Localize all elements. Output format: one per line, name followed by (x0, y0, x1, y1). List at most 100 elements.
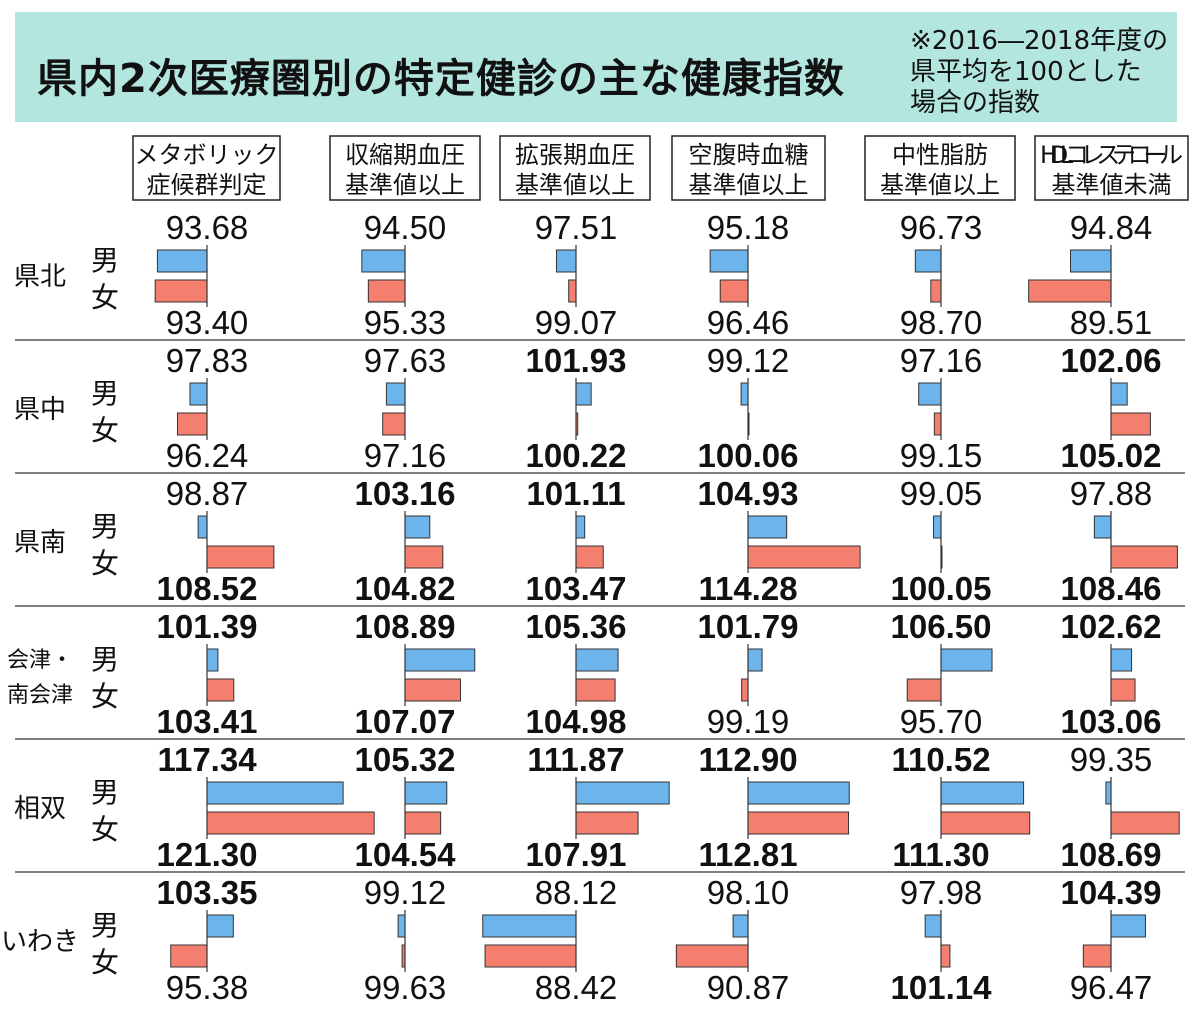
category-header-box (499, 135, 651, 201)
female-bar (675, 944, 749, 968)
female-value-label: 90.87 (707, 969, 790, 1006)
female-value-label: 99.19 (707, 703, 790, 740)
male-value-label: 105.36 (526, 608, 627, 645)
female-value-label: 100.05 (891, 570, 992, 607)
female-value-label: 100.06 (698, 437, 799, 474)
female-label: 女 (91, 414, 119, 447)
category-header-label: 中性脂肪 (892, 141, 988, 169)
note-line: 県平均を100とした (910, 57, 1142, 87)
male-bar (1110, 914, 1146, 938)
male-bar (206, 781, 344, 805)
note-line: 場合の指数 (910, 88, 1041, 118)
male-label: 男 (91, 244, 119, 277)
male-value-label: 104.39 (1061, 874, 1162, 911)
female-value-label: 88.42 (535, 969, 618, 1006)
category-header-label: 基準値未満 (1052, 171, 1172, 199)
female-bar (933, 412, 942, 436)
male-value-label: 98.10 (707, 874, 790, 911)
male-bar (732, 914, 749, 938)
female-value-label: 107.07 (355, 703, 456, 740)
female-bar (1110, 545, 1178, 569)
chart-title: 県内2次医療圏別の特定健診の主な健康指数 (37, 56, 845, 102)
female-value-label: 93.40 (166, 304, 249, 341)
category-header-box (864, 135, 1016, 201)
female-bar (206, 678, 235, 702)
male-value-label: 104.93 (698, 475, 799, 512)
region-label: 県中 (14, 395, 66, 425)
female-bar (1110, 811, 1180, 835)
male-bar (924, 914, 942, 938)
female-value-label: 101.14 (891, 969, 993, 1006)
female-value-label: 104.82 (355, 570, 456, 607)
male-bar (482, 914, 577, 938)
female-value-label: 104.54 (355, 836, 457, 873)
male-bar (197, 515, 208, 539)
male-bar (189, 382, 208, 406)
male-bar (397, 914, 406, 938)
male-bar (933, 515, 942, 539)
female-value-label: 96.47 (1070, 969, 1153, 1006)
female-label: 女 (91, 547, 119, 580)
category-header-label: 空腹時血糖 (689, 141, 809, 169)
female-value-label: 103.06 (1061, 703, 1162, 740)
male-value-label: 97.83 (166, 342, 249, 379)
female-bar (575, 811, 639, 835)
female-bar (382, 412, 406, 436)
female-value-label: 107.91 (526, 836, 627, 873)
female-bar (1028, 279, 1112, 303)
male-value-label: 99.12 (364, 874, 447, 911)
male-bar (918, 382, 942, 406)
male-bar (361, 249, 406, 273)
category-header-box (132, 135, 281, 201)
male-bar (747, 515, 788, 539)
male-value-label: 111.87 (527, 741, 624, 778)
female-value-label: 108.69 (1061, 836, 1162, 873)
male-value-label: 102.06 (1061, 342, 1162, 379)
region-label: 県北 (14, 262, 66, 292)
female-bar (154, 279, 208, 303)
female-bar (568, 279, 577, 303)
male-bar (1093, 515, 1112, 539)
female-value-label: 96.46 (707, 304, 790, 341)
category-header-box (1034, 135, 1189, 201)
female-bar (170, 944, 208, 968)
region-label: 県南 (14, 528, 66, 558)
male-value-label: 95.18 (707, 209, 790, 246)
title-banner: 県内2次医療圏別の特定健診の主な健康指数 ※2016―2018年度の 県平均を1… (15, 12, 1177, 122)
male-bar (747, 781, 850, 805)
female-label: 女 (91, 680, 119, 713)
male-bar (1105, 781, 1112, 805)
chart-note: ※2016―2018年度の 県平均を100とした 場合の指数 (910, 26, 1168, 119)
male-value-label: 106.50 (891, 608, 992, 645)
female-bar (1082, 944, 1112, 968)
female-bar (906, 678, 942, 702)
male-value-label: 105.32 (355, 741, 456, 778)
male-value-label: 101.79 (698, 608, 799, 645)
female-value-label: 96.24 (166, 437, 249, 474)
male-bar (747, 648, 763, 672)
female-value-label: 98.70 (900, 304, 983, 341)
male-bar (385, 382, 406, 406)
female-value-label: 108.46 (1061, 570, 1162, 607)
male-value-label: 97.16 (900, 342, 983, 379)
female-label: 女 (91, 813, 119, 846)
category-header-label: 基準値以上 (689, 171, 809, 199)
female-value-label: 97.16 (364, 437, 447, 474)
category-header-label: 収縮期血圧 (345, 141, 465, 169)
male-bar (575, 382, 592, 406)
male-bar (555, 249, 577, 273)
category-header-box (329, 135, 481, 201)
female-bar (747, 811, 850, 835)
category-header-label: 基準値以上 (880, 171, 1000, 199)
male-bar (404, 515, 431, 539)
female-value-label: 104.98 (526, 703, 627, 740)
male-value-label: 103.16 (355, 475, 456, 512)
male-value-label: 88.12 (535, 874, 618, 911)
male-value-label: 97.88 (1070, 475, 1153, 512)
male-value-label: 99.05 (900, 475, 983, 512)
male-bar (1110, 382, 1128, 406)
male-value-label: 108.89 (355, 608, 456, 645)
male-value-label: 97.98 (900, 874, 983, 911)
male-value-label: 97.51 (535, 209, 618, 246)
